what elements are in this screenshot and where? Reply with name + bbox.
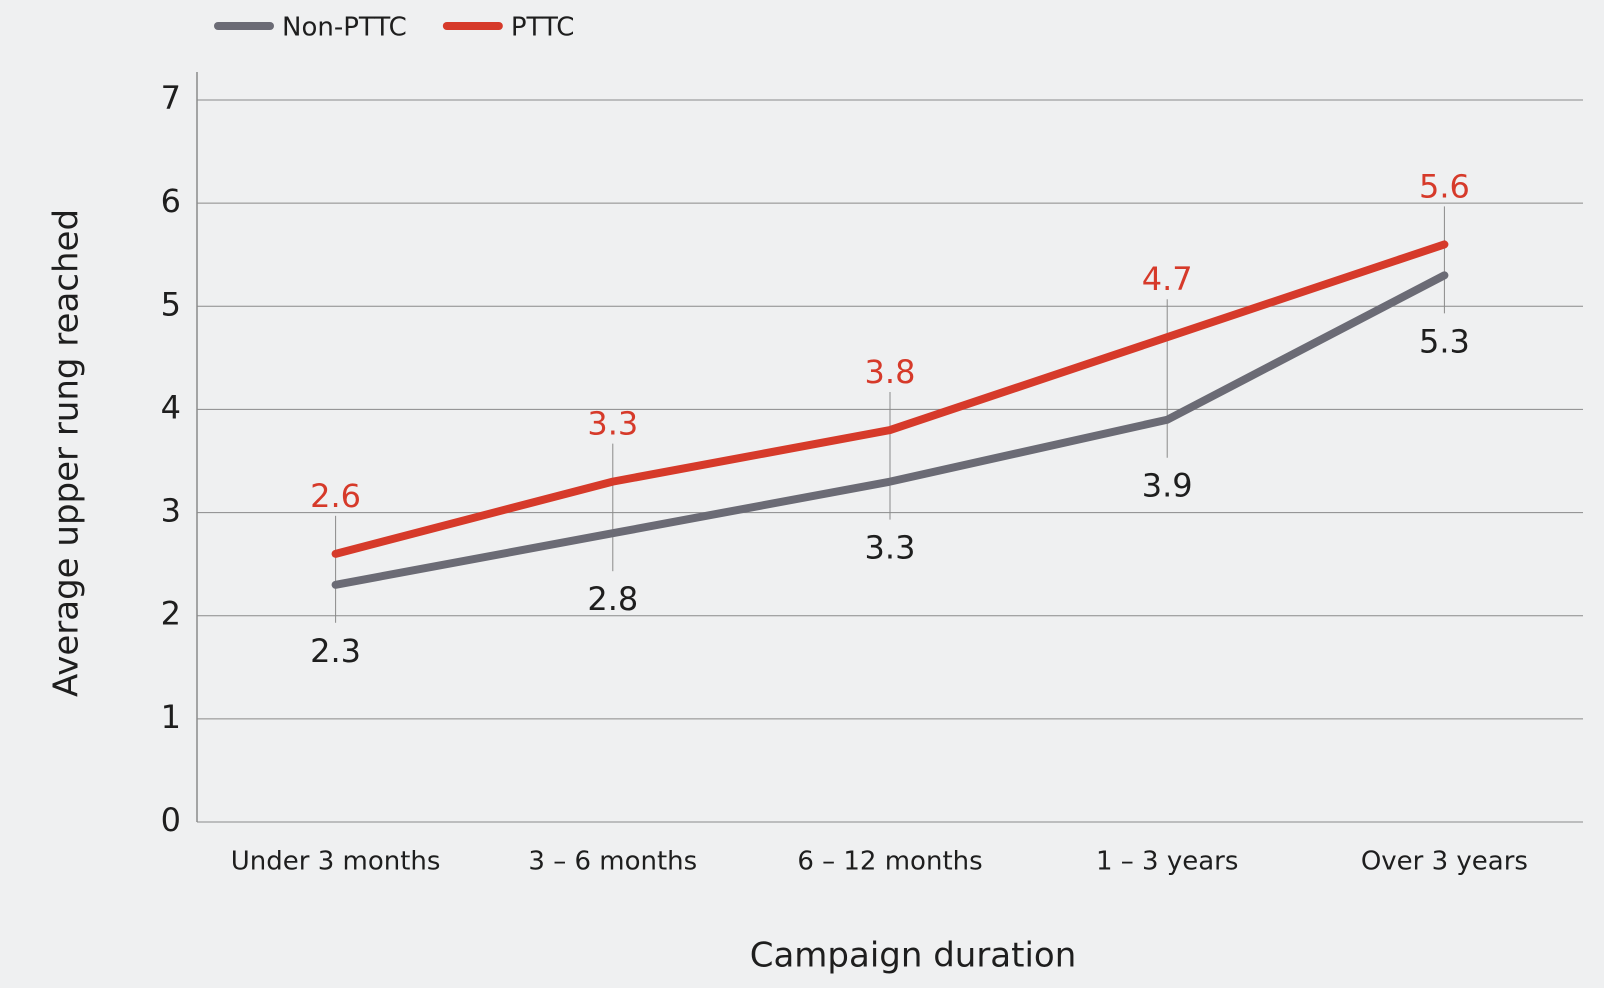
y-axis-label: Average upper rung reached: [47, 209, 87, 697]
data-label: 3.9: [1142, 467, 1193, 505]
data-label: 3.8: [865, 353, 916, 391]
x-tick-label: 6 – 12 months: [797, 847, 982, 877]
x-tick-label: Under 3 months: [231, 847, 441, 877]
data-label: 5.3: [1419, 322, 1470, 360]
legend-label: PTTC: [511, 13, 575, 43]
y-tick-label: 6: [161, 182, 181, 220]
x-tick-label: 3 – 6 months: [528, 847, 697, 877]
x-tick-label: 1 – 3 years: [1096, 847, 1238, 877]
x-tick-label: Over 3 years: [1361, 847, 1528, 877]
data-label: 4.7: [1142, 260, 1193, 298]
y-tick-label: 7: [161, 79, 181, 117]
y-tick-label: 0: [161, 801, 181, 839]
data-label: 3.3: [865, 529, 916, 567]
y-tick-label: 3: [161, 492, 181, 530]
y-tick-label: 5: [161, 285, 181, 323]
x-axis-label: Campaign duration: [750, 936, 1077, 976]
series-line: [331, 240, 1449, 558]
data-label: 5.6: [1419, 167, 1470, 205]
data-label: 2.6: [310, 477, 361, 515]
series-line: [331, 271, 1449, 589]
data-label: 3.3: [587, 405, 638, 443]
data-label: 2.3: [310, 632, 361, 670]
y-tick-label: 1: [161, 698, 181, 736]
data-label: 2.8: [587, 580, 638, 618]
y-tick-label: 2: [161, 595, 181, 633]
y-tick-label: 4: [161, 388, 181, 426]
legend-label: Non-PTTC: [282, 13, 407, 43]
